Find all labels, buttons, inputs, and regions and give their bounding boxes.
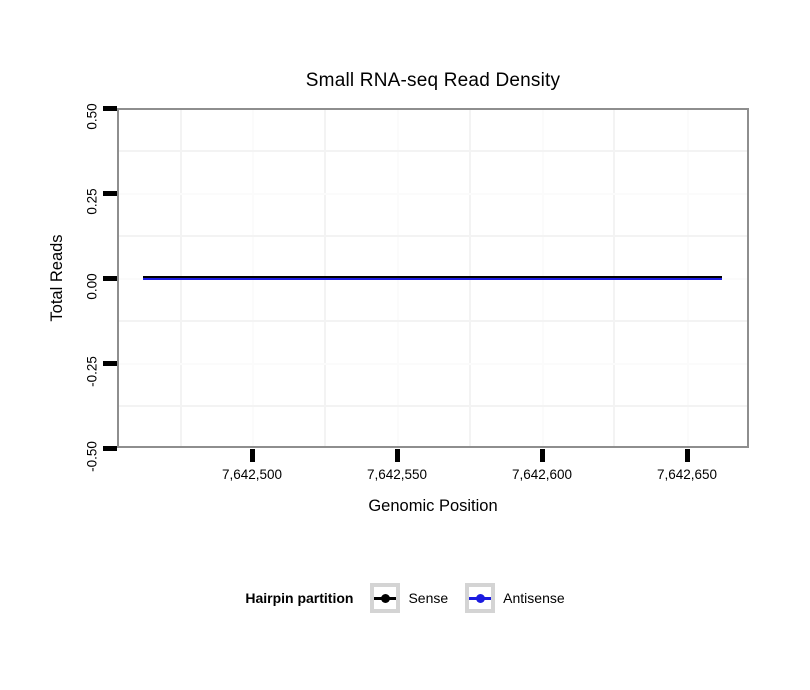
legend: Hairpin partition Sense Antisense (0, 581, 810, 615)
x-tick-mark (685, 449, 690, 462)
gridline-h-major (119, 363, 747, 365)
legend-key-antisense (465, 583, 496, 613)
plot-panel (117, 108, 749, 448)
y-tick-mark (103, 446, 117, 451)
y-axis-title: Total Reads (48, 234, 66, 322)
y-tick-label: -0.50 (84, 441, 100, 472)
antisense-series-line (143, 278, 722, 280)
gridline-h-minor (119, 235, 747, 237)
y-tick-label: 0.50 (84, 103, 100, 130)
y-tick-mark (103, 191, 117, 196)
gridline-h-minor (119, 405, 747, 407)
y-tick-mark (103, 106, 117, 111)
gridline-h-major (119, 193, 747, 195)
legend-item-sense: Sense (370, 583, 448, 613)
sense-point-icon (380, 593, 390, 603)
legend-key-sense (370, 583, 401, 613)
legend-label-sense: Sense (408, 590, 449, 606)
x-tick-label: 7,642,550 (366, 467, 428, 482)
antisense-point-icon (475, 593, 485, 603)
y-tick-label: -0.25 (84, 356, 100, 387)
x-tick-label: 7,642,600 (511, 467, 573, 482)
x-tick-mark (395, 449, 400, 462)
x-axis-title: Genomic Position (368, 497, 498, 515)
y-tick-label: 0.00 (84, 273, 100, 300)
x-tick-label: 7,642,650 (656, 467, 718, 482)
x-tick-mark (540, 449, 545, 462)
gridline-h-minor (119, 150, 747, 152)
gridline-h-minor (119, 320, 747, 322)
chart-title: Small RNA-seq Read Density (305, 70, 561, 91)
y-tick-label: 0.25 (84, 188, 100, 215)
legend-title: Hairpin partition (245, 590, 354, 606)
y-tick-mark (103, 276, 117, 281)
sense-series-line (143, 276, 722, 279)
x-tick-label: 7,642,500 (221, 467, 283, 482)
x-tick-mark (250, 449, 255, 462)
legend-item-antisense: Antisense (465, 583, 565, 613)
legend-label-antisense: Antisense (503, 590, 565, 606)
y-tick-mark (103, 361, 117, 366)
